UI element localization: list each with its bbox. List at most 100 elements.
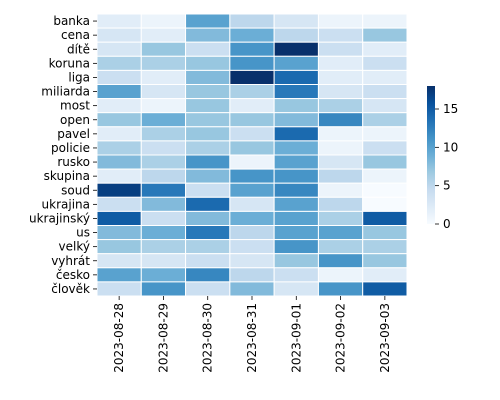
heatmap-cell	[317, 140, 364, 156]
heatmap-cell	[317, 253, 364, 269]
heatmap-cell	[185, 267, 231, 283]
heatmap-cell	[96, 225, 142, 241]
heatmap-cell	[96, 140, 142, 156]
heatmap-cell	[185, 84, 231, 100]
heatmap-cell	[362, 13, 408, 29]
heatmap-cell	[273, 239, 319, 255]
heatmap-cell	[140, 239, 187, 255]
heatmap-cell	[140, 196, 187, 212]
heatmap-cell	[185, 126, 231, 142]
colorbar: 0 5 10 15	[427, 86, 458, 231]
heatmap-cell	[362, 225, 408, 241]
heatmap-cell	[96, 84, 142, 100]
heatmap-cell	[317, 239, 364, 255]
heatmap-cell	[185, 98, 231, 114]
heatmap-cell	[273, 98, 319, 114]
heatmap-cell	[317, 182, 364, 198]
heatmap-cell	[229, 27, 275, 43]
heatmap-cell	[96, 196, 142, 212]
heatmap-cell	[185, 210, 231, 226]
heatmap-cell	[185, 55, 231, 71]
heatmap-cell	[185, 27, 231, 43]
heatmap-cell	[317, 55, 364, 71]
heatmap-cell	[362, 168, 408, 184]
heatmap-cell	[96, 281, 142, 297]
heatmap-cell	[229, 126, 275, 142]
x-tick-label: 2023-09-03	[378, 303, 392, 373]
y-tick-label: liga	[68, 70, 90, 84]
heatmap-cell	[229, 168, 275, 184]
heatmap-cell	[140, 140, 187, 156]
heatmap-cell	[362, 154, 408, 170]
heatmap-cell	[362, 84, 408, 100]
heatmap-cell	[96, 27, 142, 43]
heatmap-cell	[229, 267, 275, 283]
heatmap-cell	[140, 182, 187, 198]
heatmap-cell	[140, 84, 187, 100]
heatmap-cell	[140, 168, 187, 184]
heatmap-cell	[317, 154, 364, 170]
heatmap-cell	[273, 112, 319, 128]
heatmap-cell	[273, 253, 319, 269]
y-tick-label: vyhrát	[51, 254, 90, 268]
heatmap-cell	[317, 225, 364, 241]
x-tick-labels: 2023-08-28 2023-08-29 2023-08-30 2023-08-31…	[112, 296, 392, 373]
heatmap-cell	[140, 13, 187, 29]
heatmap-cell	[140, 55, 187, 71]
heatmap-cell	[185, 239, 231, 255]
heatmap-cell	[273, 41, 319, 57]
heatmap-cell	[140, 253, 187, 269]
heatmap-cell	[140, 281, 187, 297]
heatmap-cell	[96, 239, 142, 255]
y-tick-label: us	[76, 226, 90, 240]
heatmap-cell	[185, 225, 231, 241]
heatmap-cell	[185, 154, 231, 170]
heatmap-cell	[96, 253, 142, 269]
heatmap-cell	[229, 239, 275, 255]
heatmap-cell	[229, 13, 275, 29]
heatmap-cell	[273, 84, 319, 100]
y-tick-label: dítě	[67, 42, 90, 56]
heatmap-cell	[362, 253, 408, 269]
heatmap-cell	[140, 225, 187, 241]
heatmap-cell	[140, 154, 187, 170]
heatmap-cell	[317, 84, 364, 100]
heatmap-cell	[362, 210, 408, 226]
heatmap-cell	[185, 281, 231, 297]
heatmap-cell	[229, 196, 275, 212]
heatmap-cell	[140, 126, 187, 142]
y-tick-label: česko	[56, 268, 90, 282]
heatmap-cell	[362, 182, 408, 198]
heatmap-cell	[317, 168, 364, 184]
heatmap-cell	[273, 27, 319, 43]
heatmap-cell	[229, 281, 275, 297]
heatmap-cell	[185, 168, 231, 184]
heatmap-cell	[140, 112, 187, 128]
y-tick-label: velký	[59, 240, 90, 254]
y-tick-label: ukrajina	[42, 197, 90, 211]
heatmap-cell	[140, 69, 187, 86]
heatmap-cell	[317, 210, 364, 226]
heatmap-cell	[96, 13, 142, 29]
heatmap-cell	[229, 225, 275, 241]
heatmap-cell	[317, 41, 364, 57]
heatmap-cell	[362, 239, 408, 255]
heatmap-cell	[185, 41, 231, 57]
x-tick-label: 2023-08-31	[245, 303, 259, 373]
heatmap-cell	[362, 140, 408, 156]
heatmap-cell	[185, 253, 231, 269]
y-tick-label: rusko	[57, 155, 90, 169]
heatmap-cell	[317, 267, 364, 283]
heatmap-cell	[96, 41, 142, 57]
heatmap-cell	[317, 27, 364, 43]
heatmap-cell	[273, 281, 319, 297]
heatmap-cell	[140, 267, 187, 283]
heatmap-cell	[229, 98, 275, 114]
heatmap-cell	[229, 55, 275, 71]
heatmap-cell	[229, 140, 275, 156]
heatmap-cell	[96, 126, 142, 142]
heatmap-cell	[140, 27, 187, 43]
heatmap-cell	[273, 55, 319, 71]
heatmap-cell	[273, 267, 319, 283]
